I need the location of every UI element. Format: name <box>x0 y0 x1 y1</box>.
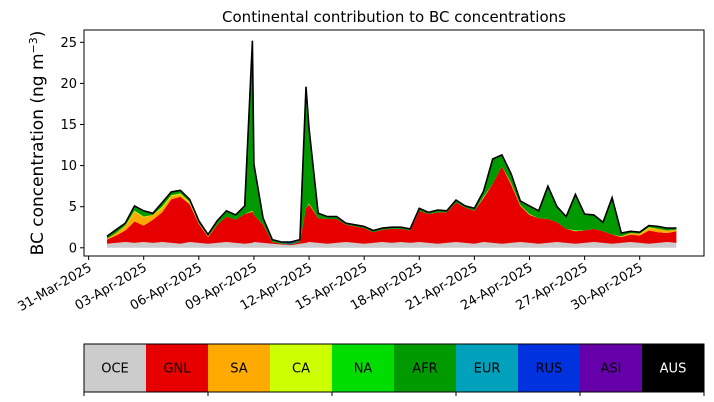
legend-label-gnl: GNL <box>163 362 191 377</box>
legend-swatch-aus <box>642 344 705 392</box>
legend-label-aus: AUS <box>660 362 687 377</box>
plot-frame <box>83 29 705 257</box>
legend-label-asi: ASI <box>601 362 622 377</box>
chart-title: Continental contribution to BC concentra… <box>222 8 566 26</box>
legend-label-ca: CA <box>292 362 310 377</box>
y-axis-label-close: ) <box>28 31 48 38</box>
legend-label-sa: SA <box>230 362 247 377</box>
legend-swatch-afr <box>394 344 457 392</box>
y-tick-label: 15 <box>60 118 77 133</box>
area-oce <box>107 242 677 248</box>
legend-label-rus: RUS <box>536 362 563 377</box>
y-tick-label: 0 <box>69 241 77 256</box>
y-axis-label: BC concentration (ng m−3) <box>27 31 49 256</box>
y-tick-label: 10 <box>60 159 77 174</box>
legend-swatch-ca <box>270 344 333 392</box>
legend-swatch-rus <box>518 344 581 392</box>
legend-swatch-oce <box>84 344 147 392</box>
legend-frame <box>83 343 705 393</box>
y-axis-label-superscript: −3 <box>27 37 40 53</box>
area-gnl <box>107 166 677 246</box>
svg-text:BC concentration (ng m−3): BC concentration (ng m−3) <box>27 31 49 256</box>
y-tick-label: 20 <box>60 77 77 92</box>
y-tick-label: 25 <box>60 36 77 51</box>
area-afr <box>107 42 677 245</box>
legend: OCE GNL SA CA NA AFR EUR RUS ASI AUS <box>83 343 705 396</box>
total-line <box>106 40 677 243</box>
legend-label-oce: OCE <box>101 362 129 377</box>
legend-label-eur: EUR <box>474 362 501 377</box>
legend-label-afr: AFR <box>412 362 437 377</box>
legend-swatch-asi <box>580 344 643 392</box>
y-tick-label: 5 <box>69 200 77 215</box>
plot-area <box>106 40 677 248</box>
axes: 051015202531-Mar-202503-Apr-202506-Apr-2… <box>15 29 705 315</box>
legend-swatch-gnl <box>146 344 209 392</box>
legend-swatch-na <box>332 344 395 392</box>
legend-swatch-eur <box>456 344 519 392</box>
legend-swatch-sa <box>208 344 271 392</box>
y-axis-label-main: BC concentration (ng m <box>28 53 48 255</box>
legend-label-na: NA <box>354 362 373 377</box>
